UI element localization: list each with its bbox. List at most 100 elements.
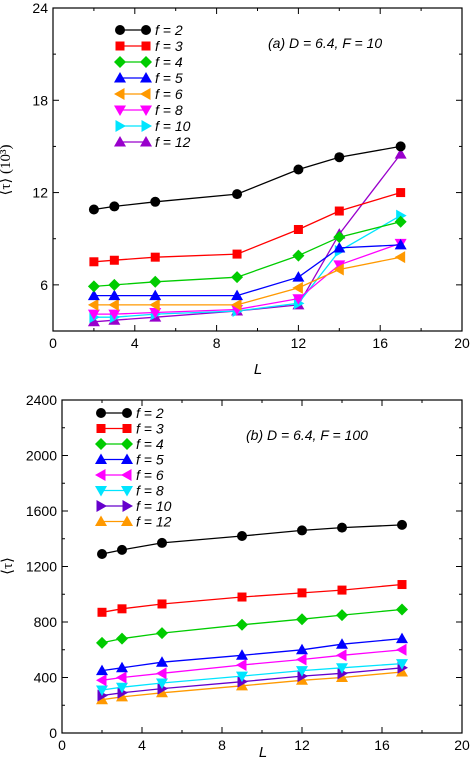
panel-b-legend-marker — [121, 486, 133, 497]
panel-b-data-point — [336, 638, 348, 649]
panel-a-data-point — [232, 189, 243, 200]
panel-a-data-point — [149, 308, 162, 319]
panel-a-data-point — [108, 289, 121, 301]
panel-b-series-4 — [96, 643, 407, 687]
panel-b-legend-marker — [96, 408, 106, 418]
panel-b-legend-marker — [121, 453, 133, 464]
panel-b-series-3 — [96, 632, 408, 676]
panel-b-x-axis-label: L — [259, 744, 267, 761]
panel-b-data-point — [116, 671, 127, 684]
panel-a-data-point — [87, 298, 99, 311]
panel-a-y-tick-label: 12 — [32, 185, 48, 201]
panel-b-legend-marker — [95, 515, 107, 526]
panel-a-legend-marker — [141, 120, 152, 132]
panel-a-series-line — [93, 221, 401, 288]
panel-a-data-point — [108, 298, 119, 311]
panel-b-legend-label: f = 8 — [136, 483, 164, 499]
panel-b-data-point — [236, 671, 248, 683]
panel-b-data-point — [236, 659, 247, 672]
panel-a-legend-label: f = 5 — [155, 70, 183, 86]
panel-b-data-point — [296, 643, 308, 655]
panel-a-series-4 — [87, 251, 406, 311]
panel-b-legend-marker — [122, 424, 132, 433]
panel-a-legend-label: f = 10 — [155, 118, 191, 134]
panel-b-legend-entry: f = 12 — [95, 514, 172, 530]
panel-a-data-point — [231, 271, 244, 284]
panel-a-legend-marker — [140, 88, 151, 100]
panel-a-legend-entry: f = 10 — [115, 118, 191, 134]
panel-b-data-point — [117, 544, 127, 555]
panel-a-legend-marker — [114, 56, 126, 68]
panel-a-data-point — [394, 251, 406, 264]
panel-a-legend-entry: f = 3 — [115, 38, 183, 54]
panel-a-data-point — [292, 249, 305, 262]
panel-b-series-2 — [96, 603, 408, 649]
panel-a-data-point — [292, 271, 305, 282]
panel-b-data-point — [237, 530, 247, 541]
panel-b-data-point — [156, 656, 168, 667]
panel-b-legend-marker — [122, 408, 132, 418]
panel-a-legend-label: f = 4 — [155, 54, 183, 70]
panel-b-legend-marker — [95, 453, 107, 464]
panel-b-data-point — [117, 604, 127, 614]
panel-b-series-line — [101, 671, 403, 701]
panel-a-data-point — [87, 289, 100, 301]
panel-b-data-point — [236, 618, 248, 631]
panel-a-data-point — [292, 294, 305, 305]
panel-b-legend-marker — [95, 486, 107, 497]
panel-b-data-point — [237, 592, 247, 602]
panel-a-panel-annotation: (a) D = 6.4, F = 10 — [268, 35, 382, 51]
panel-b-data-point — [96, 664, 108, 676]
panel-a-legend-entry: f = 6 — [114, 86, 183, 102]
panel-a-legend-marker — [140, 56, 152, 68]
panel-b-legend-label: f = 5 — [136, 452, 164, 468]
panel-b-legend-marker — [121, 515, 133, 526]
panel-b-legend-entry: f = 3 — [96, 421, 164, 437]
panel-a-legend-label: f = 6 — [155, 86, 183, 102]
panel-b-data-point — [116, 682, 128, 694]
panel-b-legend-entry: f = 8 — [95, 483, 164, 499]
panel-a-x-tick-label: 8 — [213, 335, 221, 351]
panel-a-series-line — [93, 242, 401, 315]
panel-a-data-point — [150, 196, 161, 207]
panel-b-legend-marker — [121, 438, 133, 450]
panel-a-legend-entry: f = 5 — [114, 70, 183, 86]
panel-b-x-tick-label: 16 — [374, 737, 390, 753]
panel-a-x-tick-label: 16 — [372, 335, 388, 351]
panel-b-x-tick-label: 12 — [294, 737, 310, 753]
panel-a-chart: 0 4 8 12 16 20 6 12 18 24 L ⟨τ⟩ (10³) (a) D = 6.4, F… — [0, 0, 470, 378]
panel-b-y-tick-label: 400 — [34, 670, 58, 686]
panel-b-y-tick-label: 0 — [49, 725, 57, 741]
panel-b-data-point — [297, 525, 307, 536]
panel-b-data-point — [97, 549, 107, 560]
panel-b-data-point — [157, 537, 167, 548]
panel-a-legend-entry: f = 2 — [115, 22, 183, 38]
panel-a-data-point — [394, 215, 407, 228]
panel-b-legend-label: f = 12 — [136, 514, 172, 530]
panel-b-data-point — [297, 588, 307, 598]
panel-a-data-point — [334, 152, 345, 163]
panel-a-series-2 — [87, 215, 407, 293]
panel-a-legend-marker — [114, 72, 126, 83]
panel-a-series-6 — [89, 209, 407, 324]
panel-b-series-5 — [96, 659, 408, 696]
panel-a-x-tick-label: 20 — [454, 335, 470, 351]
panel-a-legend-marker — [114, 136, 126, 147]
panel-b-data-point — [156, 667, 167, 680]
panel-a-legend-entry: f = 4 — [114, 54, 183, 70]
panel-b-data-point — [236, 649, 248, 660]
panel-b-data-point — [396, 659, 408, 670]
panel-b-data-point — [336, 663, 348, 674]
panel-a-x-tick-label: 4 — [131, 335, 139, 351]
panel-a-data-point — [232, 249, 242, 259]
panel-b-data-point — [97, 607, 107, 617]
panel-a-series-line — [93, 244, 401, 297]
panel-a-series-7 — [87, 148, 407, 327]
panel-b-legend-label: f = 3 — [136, 421, 164, 437]
panel-a-data-point — [87, 309, 100, 321]
panel-a-legend-label: f = 2 — [155, 22, 183, 38]
panel-a-legend-label: f = 8 — [155, 102, 183, 118]
panel-a-data-point — [292, 281, 303, 294]
panel-b-legend-marker — [122, 500, 133, 512]
